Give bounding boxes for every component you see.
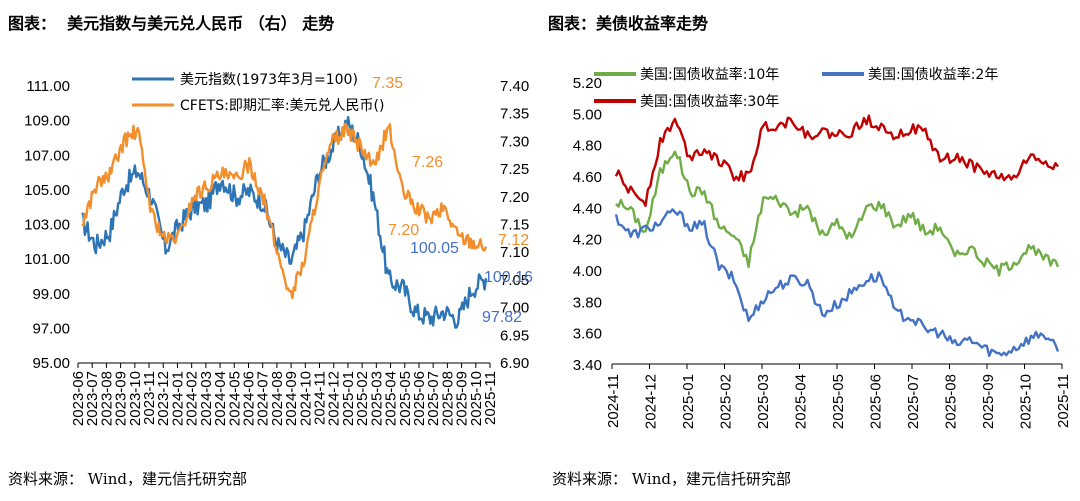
legend-label-dollar-index: 美元指数(1973年3月=100) [180,72,358,88]
x-tick-label: 2025-06 [868,374,885,429]
x-tick-label: 2024-02 [184,371,201,426]
y-right-tick-label: 7.15 [500,217,529,234]
y-right-tick-label: 6.95 [500,327,529,344]
y-right-tick-label: 7.30 [500,133,529,150]
x-tick-label: 2025-07 [425,371,442,426]
x-tick-label: 2025-03 [755,374,772,429]
left-chart-title: 图表： 美元指数与美元兑人民币 （右） 走势 [8,14,335,33]
x-tick-label: 2023-11 [141,371,158,425]
x-tick-label: 2025-11 [1055,374,1072,428]
x-tick-label: 2024-11 [605,374,622,428]
x-tick-label: 2024-05 [226,371,243,426]
y-right-tick-label: 7.20 [500,189,529,206]
y-tick-label: 4.40 [573,200,602,217]
x-tick-label: 2025-02 [354,371,371,426]
x-tick-label: 2025-05 [830,374,847,429]
y-left-tick-label: 95.00 [32,355,70,372]
y-left-tick-label: 97.00 [32,320,70,337]
x-tick-label: 2024-01 [169,371,186,426]
x-tick-label: 2025-05 [397,371,414,426]
y-tick-label: 4.60 [573,169,602,186]
x-tick-label: 2024-11 [312,371,329,425]
y-left-tick-label: 111.00 [26,78,70,95]
x-tick-label: 2025-02 [718,374,735,429]
x-tick-label: 2025-09 [980,374,997,429]
y-left-tick-label: 107.00 [24,147,70,164]
x-tick-label: 2024-03 [198,371,215,426]
legend-label-usdcny: CFETS:即期汇率:美元兑人民币() [180,97,384,114]
y-right-tick-label: 6.90 [500,355,529,372]
x-tick-label: 2025-07 [905,374,922,429]
y-right-tick-label: 7.10 [500,244,529,261]
legend-30y-label: 美国:国债收益率:30年 [640,93,779,110]
y-right-tick-label: 7.05 [500,272,529,289]
x-tick-label: 2025-01 [340,371,357,426]
left-source: 资料来源： Wind，建元信托研究部 [8,470,247,488]
series-line-30y [614,114,1059,208]
x-tick-label: 2025-09 [454,371,471,426]
legend-2y-label: 美国:国债收益率:2年 [868,66,998,83]
x-tick-label: 2024-09 [283,371,300,426]
y-left-tick-label: 109.00 [24,113,70,130]
x-tick-label: 2024-07 [255,371,272,426]
x-tick-label: 2025-10 [468,371,485,426]
y-tick-label: 3.60 [573,326,602,343]
series-line-10y [615,150,1060,277]
x-tick-label: 2024-06 [240,371,257,426]
y-tick-label: 4.20 [573,232,602,249]
data-label: 7.20 [388,222,419,239]
x-tick-label: 2024-12 [643,374,660,429]
data-label: 97.82 [482,309,522,326]
x-tick-label: 2023-10 [127,371,144,426]
x-tick-label: 2024-04 [212,371,229,426]
y-tick-label: 3.40 [573,357,602,374]
y-left-tick-label: 99.00 [32,286,70,303]
y-tick-label: 4.80 [573,138,602,155]
x-tick-label: 2025-08 [439,371,456,426]
x-tick-label: 2025-03 [368,371,385,426]
y-tick-label: 5.00 [573,106,602,123]
y-tick-label: 4.00 [573,263,602,280]
y-right-tick-label: 7.00 [500,300,529,317]
left-chart: 95.00 97.00 99.00 101.00 103.00 105.00 107.00 1… [24,72,533,426]
x-tick-label: 2024-08 [269,371,286,426]
x-tick-label: 2024-10 [297,371,314,426]
series-line-2y [614,208,1060,358]
x-tick-label: 2023-07 [84,371,101,426]
y-tick-label: 5.20 [573,75,602,92]
x-tick-label: 2023-06 [70,371,87,426]
x-tick-label: 2025-06 [411,371,428,426]
y-left-tick-label: 101.00 [24,251,70,268]
series-line-usdcny [81,122,488,300]
x-tick-label: 2025-08 [943,374,960,429]
x-tick-label: 2023-08 [98,371,115,426]
data-label: 7.26 [412,154,443,171]
x-tick-label: 2025-10 [1018,374,1035,429]
y-tick-label: 3.80 [573,294,602,311]
data-label: 7.35 [372,75,403,92]
right-chart-title: 图表：美债收益率走势 [548,14,709,33]
data-label: 7.12 [498,232,529,249]
data-label: 100.05 [410,240,459,257]
y-right-tick-label: 7.25 [500,161,529,178]
x-tick-label: 2025-11 [482,371,499,425]
y-left-tick-label: 103.00 [24,217,70,234]
x-tick-label: 2025-04 [383,371,400,426]
x-tick-label: 2023-12 [155,371,172,426]
x-tick-label: 2023-09 [113,371,130,426]
y-left-tick-label: 105.00 [24,182,70,199]
y-right-tick-label: 7.35 [500,106,529,123]
data-label: 100.16 [484,269,533,286]
x-tick-label: 2024-12 [326,371,343,426]
legend-10y-label: 美国:国债收益率:10年 [640,66,779,83]
y-right-tick-label: 7.40 [500,78,529,95]
x-tick-label: 2025-04 [793,374,810,429]
x-tick-label: 2025-01 [680,374,697,429]
right-source: 资料来源： Wind，建元信托研究部 [552,470,791,488]
